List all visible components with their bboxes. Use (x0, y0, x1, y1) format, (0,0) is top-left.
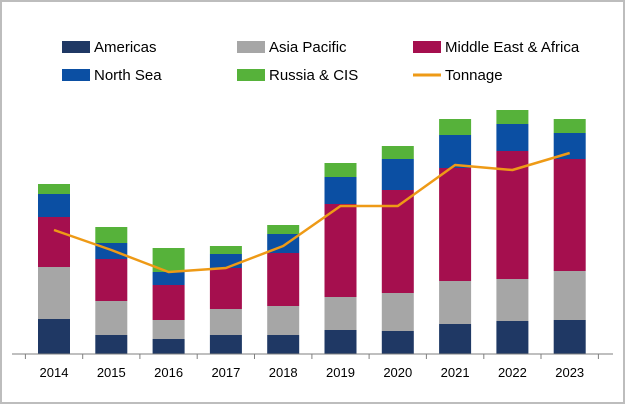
bar-middle-east-and-africa-2021 (439, 168, 471, 281)
bar-middle-east-and-africa-2014 (38, 217, 70, 267)
bar-russia-and-cis-2015 (95, 227, 127, 243)
tonnage-line-layer (54, 153, 570, 272)
x-tick-label-2019: 2019 (326, 365, 355, 380)
bar-layer (38, 110, 586, 354)
x-tick-label-2014: 2014 (40, 365, 69, 380)
bar-asia-pacific-2019 (325, 297, 357, 330)
bar-americas-2020 (382, 331, 414, 354)
bar-middle-east-and-africa-2016 (153, 285, 185, 320)
stacked-bar-chart: Americas Asia Pacific Middle East & Africa… (2, 2, 623, 402)
bar-russia-and-cis-2021 (439, 119, 471, 135)
bar-asia-pacific-2018 (267, 306, 299, 335)
chart-legend: Americas Asia Pacific Middle East & Africa… (62, 39, 580, 84)
tonnage-line (54, 153, 570, 272)
legend-label-tonnage: Tonnage (445, 67, 503, 84)
x-tick-label-2023: 2023 (555, 365, 584, 380)
bar-americas-2023 (554, 320, 586, 354)
bar-middle-east-and-africa-2023 (554, 159, 586, 271)
x-tick-label-2018: 2018 (269, 365, 298, 380)
bar-russia-and-cis-2019 (325, 163, 357, 177)
bar-russia-and-cis-2014 (38, 184, 70, 194)
bar-americas-2021 (439, 324, 471, 354)
bar-north-sea-2014 (38, 194, 70, 217)
bar-russia-and-cis-2017 (210, 246, 242, 254)
bar-asia-pacific-2020 (382, 293, 414, 331)
bar-asia-pacific-2015 (95, 301, 127, 335)
bar-asia-pacific-2021 (439, 281, 471, 324)
bar-asia-pacific-2014 (38, 267, 70, 319)
bar-americas-2014 (38, 319, 70, 354)
legend-label-asia-pacific: Asia Pacific (269, 39, 347, 56)
bar-north-sea-2017 (210, 254, 242, 268)
x-tick-label-2020: 2020 (383, 365, 412, 380)
bar-asia-pacific-2022 (496, 279, 528, 321)
x-tick-label-2022: 2022 (498, 365, 527, 380)
legend-swatch-asia-pacific (237, 41, 265, 53)
legend-label-americas: Americas (94, 39, 157, 56)
x-tick-label-2016: 2016 (154, 365, 183, 380)
bar-middle-east-and-africa-2019 (325, 204, 357, 297)
bar-americas-2018 (267, 335, 299, 354)
bar-north-sea-2016 (153, 272, 185, 285)
x-tick-label-2015: 2015 (97, 365, 126, 380)
bar-russia-and-cis-2023 (554, 119, 586, 133)
legend-swatch-middle-east-and-africa (413, 41, 441, 53)
bar-north-sea-2022 (496, 124, 528, 151)
bar-russia-and-cis-2022 (496, 110, 528, 124)
bar-asia-pacific-2016 (153, 320, 185, 339)
bar-americas-2016 (153, 339, 185, 354)
legend-label-north-sea: North Sea (94, 67, 162, 84)
bar-americas-2015 (95, 335, 127, 354)
bar-north-sea-2020 (382, 159, 414, 190)
bar-americas-2017 (210, 335, 242, 354)
bar-americas-2022 (496, 321, 528, 354)
bar-asia-pacific-2023 (554, 271, 586, 320)
bar-middle-east-and-africa-2017 (210, 268, 242, 309)
legend-swatch-russia-and-cis (237, 69, 265, 81)
bar-russia-and-cis-2020 (382, 146, 414, 159)
bar-north-sea-2019 (325, 177, 357, 204)
legend-swatch-americas (62, 41, 90, 53)
x-axis-ticks: 2014 2015 2016 2017 2018 2019 2020 2021 2022 2023 (25, 354, 598, 380)
bar-americas-2019 (325, 330, 357, 354)
x-tick-label-2017: 2017 (211, 365, 240, 380)
bar-middle-east-and-africa-2018 (267, 253, 299, 306)
legend-swatch-north-sea (62, 69, 90, 81)
legend-label-russia-and-cis: Russia & CIS (269, 67, 358, 84)
bar-russia-and-cis-2018 (267, 225, 299, 234)
x-tick-label-2021: 2021 (441, 365, 470, 380)
bar-asia-pacific-2017 (210, 309, 242, 335)
legend-label-middle-east-and-africa: Middle East & Africa (445, 39, 580, 56)
bar-middle-east-and-africa-2015 (95, 259, 127, 301)
bar-north-sea-2021 (439, 135, 471, 168)
